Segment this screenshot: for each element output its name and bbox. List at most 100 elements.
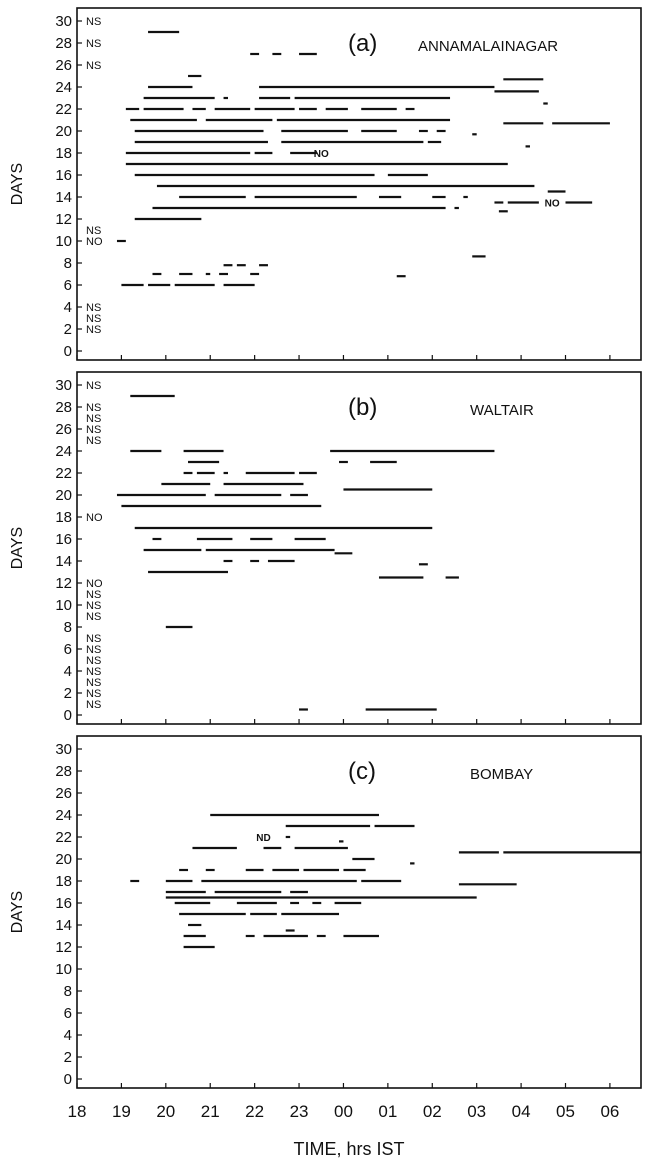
marker-label: NS [86, 633, 101, 645]
y-axis-title: DAYS [9, 891, 26, 933]
station-name: BOMBAY [470, 766, 533, 783]
y-tick-label: 30 [55, 741, 72, 758]
y-tick-label: 12 [55, 211, 72, 228]
marker-label: NS [86, 611, 101, 623]
x-tick-label: 20 [156, 1102, 175, 1121]
y-tick-label: 26 [55, 421, 72, 438]
marker-label: NS [86, 688, 101, 700]
y-tick-label: 28 [55, 35, 72, 52]
y-tick-label: 28 [55, 763, 72, 780]
marker-label: NS [86, 666, 101, 678]
y-tick-label: 4 [64, 663, 72, 680]
marker-label: NS [86, 677, 101, 689]
inline-label: NO [545, 199, 560, 210]
y-tick-label: 10 [55, 961, 72, 978]
marker-label: NS [86, 402, 101, 414]
marker-label: NS [86, 589, 101, 601]
x-axis: 18 19 20 21 22 23 00 01 02 03 04 05 06 [68, 1102, 620, 1121]
y-tick-label: 18 [55, 509, 72, 526]
marker-label: NS [86, 655, 101, 667]
marker-label: NS [86, 699, 101, 711]
marker-label: NS [86, 60, 101, 72]
y-tick-label: 12 [55, 939, 72, 956]
x-tick-label: 23 [290, 1102, 309, 1121]
marker-label: NO [86, 578, 103, 590]
y-tick-label: 0 [64, 707, 72, 724]
plot-frame [76, 735, 642, 1089]
marker-label: NS [86, 225, 101, 237]
y-tick-label: 14 [55, 189, 72, 206]
y-tick-label: 22 [55, 829, 72, 846]
x-tick-label: 06 [600, 1102, 619, 1121]
y-tick-label: 2 [64, 321, 72, 338]
y-axis-title: DAYS [9, 527, 26, 569]
y-tick-label: 4 [64, 299, 72, 316]
marker-label: NS [86, 435, 101, 447]
y-tick-label: 18 [55, 873, 72, 890]
x-axis-title: TIME, hrs IST [293, 1139, 404, 1159]
station-name: WALTAIR [470, 402, 534, 419]
station-name: ANNAMALAINAGAR [418, 38, 558, 55]
y-tick-label: 20 [55, 851, 72, 868]
y-tick-label: 16 [55, 531, 72, 548]
y-tick-label: 12 [55, 575, 72, 592]
y-tick-label: 10 [55, 233, 72, 250]
y-tick-label: 6 [64, 277, 72, 294]
marker-label: NO [86, 236, 103, 248]
plot-frame [76, 7, 642, 361]
marker-label: NS [86, 324, 101, 336]
y-tick-label: 2 [64, 1049, 72, 1066]
y-tick-label: 14 [55, 553, 72, 570]
y-tick-label: 10 [55, 597, 72, 614]
y-tick-label: 26 [55, 785, 72, 802]
panel-label: (a) [348, 30, 377, 57]
marker-label: NS [86, 313, 101, 325]
y-tick-label: 26 [55, 57, 72, 74]
y-tick-label: 30 [55, 13, 72, 30]
y-tick-label: 0 [64, 1071, 72, 1088]
y-axis-title: DAYS [9, 163, 26, 205]
y-tick-label: 8 [64, 255, 72, 272]
y-tick-label: 24 [55, 79, 72, 96]
y-tick-label: 24 [55, 443, 72, 460]
x-tick-label: 00 [334, 1102, 353, 1121]
panel-label: (c) [348, 758, 376, 785]
y-tick-label: 20 [55, 123, 72, 140]
marker-label: NS [86, 38, 101, 50]
panel-label: (b) [348, 394, 377, 421]
marker-label: NS [86, 600, 101, 612]
y-tick-label: 28 [55, 399, 72, 416]
y-tick-label: 6 [64, 641, 72, 658]
marker-label: NS [86, 424, 101, 436]
y-tick-label: 22 [55, 465, 72, 482]
x-tick-label: 04 [512, 1102, 531, 1121]
x-tick-label: 01 [378, 1102, 397, 1121]
y-tick-label: 24 [55, 807, 72, 824]
x-tick-label: 19 [112, 1102, 131, 1121]
inline-label: NO [314, 149, 329, 160]
marker-label: NS [86, 380, 101, 392]
marker-label: NS [86, 302, 101, 314]
x-tick-label: 21 [201, 1102, 220, 1121]
y-tick-label: 8 [64, 983, 72, 1000]
marker-label: NS [86, 413, 101, 425]
marker-label: NS [86, 16, 101, 28]
y-tick-label: 16 [55, 895, 72, 912]
x-tick-label: 18 [68, 1102, 87, 1121]
marker-label: NO [86, 512, 103, 524]
marker-label: NS [86, 644, 101, 656]
y-tick-label: 4 [64, 1027, 72, 1044]
inline-label: ND [256, 833, 270, 844]
y-tick-label: 30 [55, 377, 72, 394]
y-tick-label: 2 [64, 685, 72, 702]
y-tick-label: 22 [55, 101, 72, 118]
plot-frame [76, 371, 642, 725]
x-tick-label: 02 [423, 1102, 442, 1121]
y-tick-label: 18 [55, 145, 72, 162]
y-tick-label: 8 [64, 619, 72, 636]
